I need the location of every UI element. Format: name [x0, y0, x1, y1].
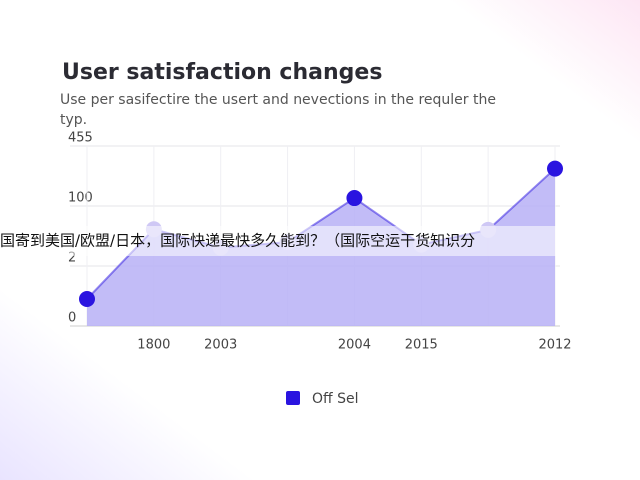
overlay-text: 国寄到美国/欧盟/日本，国际快递最快多久能到？（国际空运干货知识分: [0, 232, 475, 250]
x-tick-label: 1800: [137, 338, 170, 353]
x-tick-label: 2004: [338, 338, 371, 353]
x-tick-label: 2003: [204, 338, 237, 353]
y-tick-label: 0: [68, 311, 76, 326]
y-tick-label: 100: [68, 191, 93, 206]
chart-subtitle: Use per sasifectire the usert and nevect…: [60, 92, 496, 128]
subtitle-box: Use per sasifectire the usert and nevect…: [60, 92, 496, 128]
point: [346, 190, 363, 207]
overlay-banner: [0, 226, 640, 256]
x-tick-label: 2012: [538, 338, 571, 353]
y-tick-label: 455: [68, 131, 93, 146]
chart-title: User satisfaction changes: [62, 60, 382, 85]
legend-swatch: [286, 391, 300, 405]
legend-label: Off Sel: [312, 391, 359, 407]
point: [79, 291, 95, 307]
x-tick-label: 2015: [405, 338, 438, 353]
point: [547, 160, 563, 177]
y-tick-label: 2: [68, 251, 76, 266]
